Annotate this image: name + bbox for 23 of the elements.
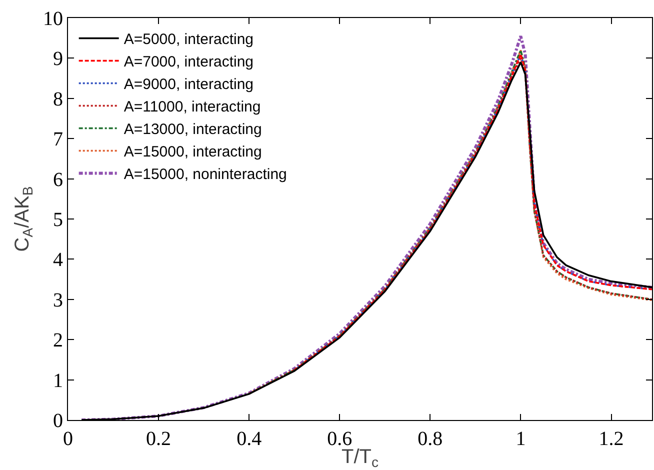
y-tick-label: 6: [53, 168, 63, 191]
y-tick-label: 1: [53, 370, 63, 392]
y-tick-label: 8: [53, 88, 63, 110]
legend-label: A=7000, interacting: [124, 54, 254, 71]
legend-label: A=15000, noninteracting: [124, 166, 287, 184]
legend-label: A=5000, interacting: [124, 31, 254, 48]
y-tick-label: 10: [43, 8, 63, 30]
x-tick-label: 1.2: [598, 428, 624, 450]
x-tick-label: 0.8: [418, 428, 443, 450]
x-tick-label: 0.2: [146, 428, 172, 450]
legend-label: A=11000, interacting: [124, 98, 261, 116]
y-tick-label: 4: [53, 249, 63, 272]
y-tick-label: 9: [53, 48, 63, 70]
legend-label: A=13000, interacting: [124, 121, 262, 138]
legend-label: A=9000, interacting: [124, 76, 254, 94]
y-tick-label: 5: [53, 209, 63, 231]
y-tick-label: 7: [53, 128, 63, 151]
y-tick-label: 3: [53, 289, 63, 312]
x-tick-label: 0.4: [236, 428, 262, 450]
y-tick-label: 2: [53, 330, 63, 352]
x-tick-label: 1: [516, 428, 526, 450]
y-tick-label: 0: [53, 410, 63, 432]
legend-label: A=15000, interacting: [124, 144, 262, 161]
